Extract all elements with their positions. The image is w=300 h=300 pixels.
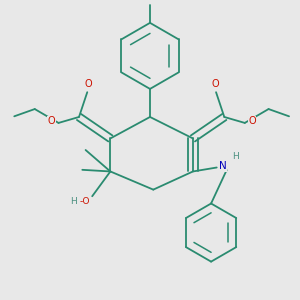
Text: O: O: [248, 116, 256, 126]
Text: H: H: [70, 197, 76, 206]
Text: -O: -O: [80, 197, 90, 206]
Text: O: O: [47, 116, 55, 126]
Text: H: H: [232, 152, 239, 161]
Text: O: O: [212, 79, 219, 89]
Text: N: N: [219, 161, 226, 171]
Text: O: O: [84, 79, 92, 89]
